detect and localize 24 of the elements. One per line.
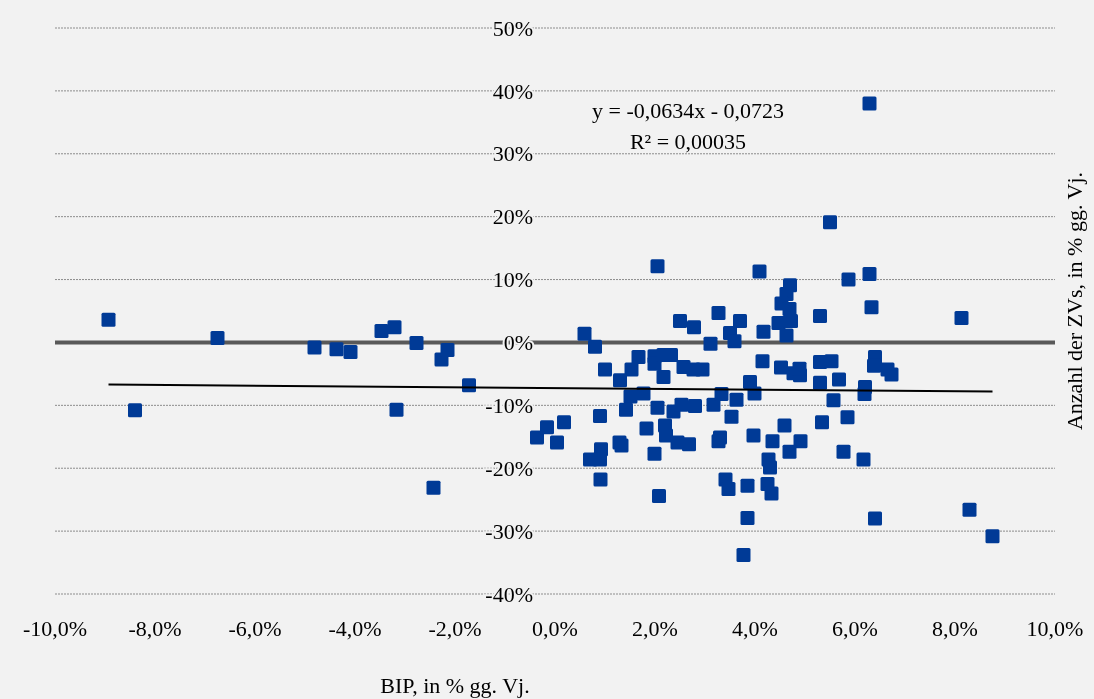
- x-tick-label: 2,0%: [632, 615, 678, 641]
- x-tick-label: -6,0%: [228, 615, 282, 641]
- annotation: y = -0,0634x - 0,0723: [591, 97, 785, 123]
- annotation: R² = 0,00035: [629, 128, 747, 154]
- y-tick-label: 40%: [492, 78, 533, 104]
- y-tick-label: -40%: [485, 581, 533, 607]
- y-tick-label: 20%: [492, 204, 533, 230]
- x-tick-label: 6,0%: [832, 615, 878, 641]
- y-tick-label: 30%: [492, 141, 533, 167]
- x-axis-title: BIP, in % gg. Vj.: [380, 672, 530, 698]
- x-tick-label: 10,0%: [1026, 615, 1084, 641]
- x-tick-label: 0,0%: [532, 615, 578, 641]
- x-tick-label: -8,0%: [128, 615, 182, 641]
- x-tick-label: 4,0%: [732, 615, 778, 641]
- y-tick-label: -20%: [485, 455, 533, 481]
- x-tick-label: 8,0%: [932, 615, 978, 641]
- y-tick-label: -30%: [485, 518, 533, 544]
- y-tick-label: 50%: [492, 15, 533, 41]
- y-tick-label: 10%: [492, 267, 533, 293]
- y-tick-label: -10%: [485, 393, 533, 419]
- x-tick-label: -2,0%: [428, 615, 482, 641]
- x-tick-label: -4,0%: [328, 615, 382, 641]
- y-axis-title: Anzahl der ZVs, in % gg. Vj.: [1061, 171, 1087, 431]
- x-tick-label: -10,0%: [22, 615, 88, 641]
